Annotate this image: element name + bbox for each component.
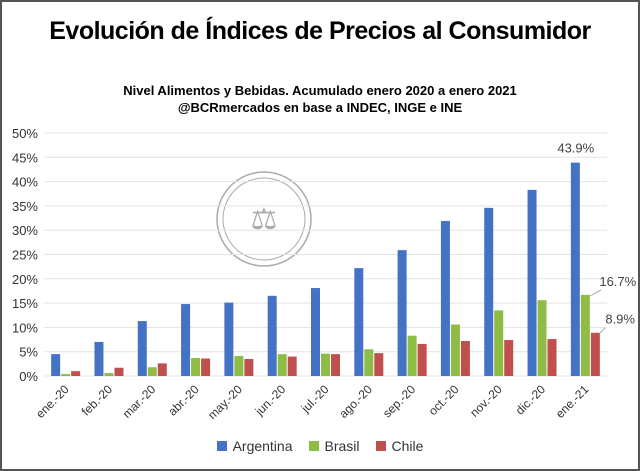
x-tick-label: jun.-20 [252,382,289,419]
chart-title: Evolución de Índices de Precios al Consu… [49,17,591,45]
legend-label: Chile [391,438,424,454]
x-tick-label: feb.-20 [79,382,116,419]
bar-brasil [580,294,590,376]
bar-chile [374,353,384,376]
x-tick-label: dic.-20 [513,382,549,418]
y-tick-label: 45% [12,150,38,165]
leader-line [590,289,602,297]
y-tick-label: 25% [12,248,38,263]
subtitle-line-1: Nivel Alimentos y Bebidas. Acumulado ene… [123,83,517,98]
x-tick-label: may.-20 [205,382,245,422]
y-tick-label: 15% [12,296,38,311]
chart-subtitle: Nivel Alimentos y Bebidas. Acumulado ene… [2,82,638,116]
bar-brasil [191,358,201,376]
data-label-argentina: 43.9% [557,141,594,156]
legend-label: Argentina [232,438,293,454]
y-tick-label: 30% [12,223,38,238]
bar-argentina [137,321,147,376]
legend-item-argentina: Argentina [216,438,293,454]
legend: Argentina Brasil Chile [2,438,638,454]
bar-chile [504,340,514,376]
x-tick-label: mar.-20 [120,382,159,421]
legend-swatch [375,441,386,451]
bar-argentina [94,341,104,376]
x-tick-label: ago.-20 [336,382,375,421]
bar-argentina [354,268,364,376]
y-tick-label: 20% [12,272,38,287]
bar-argentina [440,220,450,376]
y-tick-label: 40% [12,175,38,190]
legend-swatch [308,441,319,451]
svg-text:⚖: ⚖ [251,203,278,236]
bar-brasil [234,356,244,376]
bar-chile [331,354,340,376]
legend-label: Brasil [324,438,360,454]
bar-chile [287,356,297,376]
y-tick-label: 35% [12,199,38,214]
data-label-brasil: 16.7% [599,274,636,289]
legend-item-brasil: Brasil [308,438,360,454]
bar-brasil [61,374,71,376]
bar-brasil [494,310,504,376]
legend-swatch [216,441,227,451]
x-tick-label: jul.-20 [298,382,332,416]
y-tick-label: 10% [12,320,38,335]
bar-chile [71,371,81,376]
bar-brasil [537,300,547,376]
x-tick-label: abr.-20 [165,382,202,419]
legend-item-chile: Chile [375,438,424,454]
bar-chile [547,339,557,376]
y-tick-label: 50% [12,126,38,141]
bar-argentina [484,207,494,376]
bar-chile [157,363,167,376]
bar-argentina [311,288,320,376]
y-tick-label: 5% [19,345,38,360]
bar-argentina [181,304,191,376]
bar-argentina [527,189,537,376]
x-tick-label: ene.-20 [33,382,72,421]
bar-brasil [450,324,460,376]
data-label-chile: 8.9% [605,312,635,327]
bar-argentina [397,250,407,376]
bar-brasil [407,335,417,376]
bar-argentina [570,162,580,376]
x-tick-label: ene.-21 [553,382,592,421]
subtitle-line-2: @BCRmercados en base a INDEC, INGE e INE [177,100,463,115]
bar-chile [590,332,600,376]
bar-brasil [277,354,287,376]
x-tick-label: nov.-20 [467,382,505,420]
bar-chile [114,367,124,376]
bar-brasil [321,353,330,376]
bar-chile [201,358,211,376]
bar-chile [460,341,470,376]
bar-brasil [104,373,114,376]
leader-line [598,327,606,335]
bar-chile [244,358,254,376]
y-tick-label: 0% [19,369,38,384]
bar-argentina [267,295,277,376]
bar-argentina [51,354,61,376]
bar-brasil [364,349,374,376]
bar-chile [417,343,427,376]
bar-brasil [147,367,157,376]
bar-argentina [224,302,234,376]
watermark-seal: ⚖ [216,171,312,267]
x-tick-label: oct.-20 [426,382,462,418]
x-tick-label: sep.-20 [380,382,418,420]
